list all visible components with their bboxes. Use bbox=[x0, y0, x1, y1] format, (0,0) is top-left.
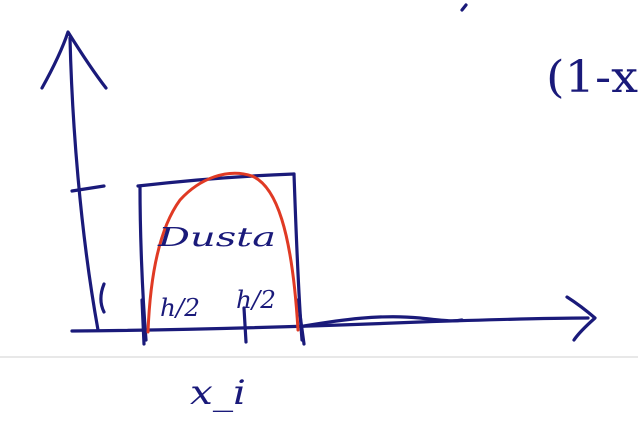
y-axis-arrowhead bbox=[40, 30, 108, 90]
y-axis-baseline-mark bbox=[99, 282, 106, 314]
y-axis-tick bbox=[70, 184, 106, 193]
x-axis-arrowhead bbox=[565, 295, 597, 342]
top-tick-mark bbox=[460, 3, 468, 12]
right-edge-tick bbox=[296, 298, 306, 346]
top-right-label: (1-x bbox=[546, 52, 638, 103]
box-label: Dusta bbox=[156, 223, 276, 253]
right-half-label: h/2 bbox=[236, 286, 276, 314]
point-label: x_i bbox=[190, 373, 246, 413]
kernel-box-top bbox=[136, 172, 296, 188]
y-axis bbox=[68, 36, 100, 332]
kernel-box-left bbox=[138, 184, 148, 342]
kernel-curve bbox=[146, 171, 300, 334]
left-edge-tick bbox=[140, 298, 146, 346]
x-axis-overstroke bbox=[302, 315, 464, 328]
left-half-label: h/2 bbox=[160, 294, 200, 322]
center-tick bbox=[242, 306, 248, 344]
x-axis bbox=[70, 316, 590, 333]
